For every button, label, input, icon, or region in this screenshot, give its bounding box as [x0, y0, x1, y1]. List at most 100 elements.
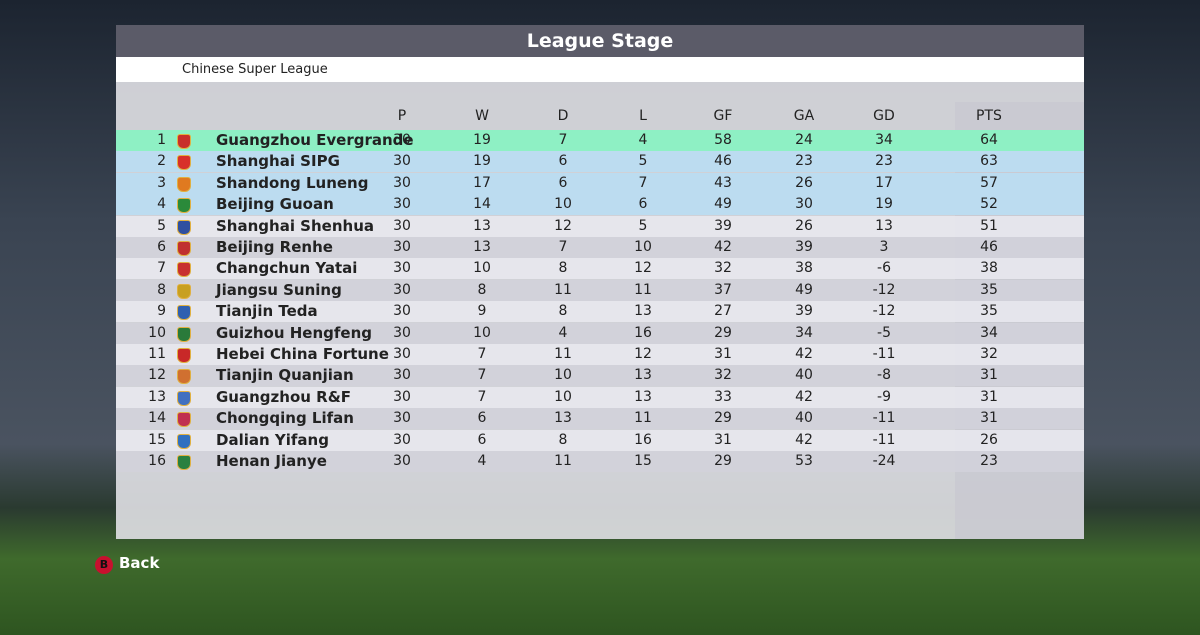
- standings-panel: League Stage Chinese Super League P W D L GF…: [116, 25, 1084, 539]
- column-header: GD: [873, 108, 895, 124]
- stat: 30: [393, 324, 411, 341]
- stat: 39: [795, 303, 813, 320]
- stat: 39: [795, 239, 813, 255]
- stat: 30: [393, 174, 411, 191]
- stat: 34: [875, 132, 893, 148]
- team-badge: [177, 305, 191, 321]
- stat: 32: [980, 346, 998, 362]
- stat: 38: [980, 260, 998, 277]
- stat: 30: [393, 239, 411, 255]
- team-name: Shanghai Shenhua: [216, 216, 374, 235]
- position: 6: [157, 239, 166, 255]
- stat: 10: [554, 196, 572, 213]
- position: 15: [148, 431, 166, 448]
- team-badge: [177, 241, 191, 256]
- stat: 30: [393, 281, 411, 298]
- stat: 42: [795, 346, 813, 362]
- stat: 27: [714, 303, 732, 320]
- stat: 7: [558, 132, 568, 148]
- team-name: Guizhou Hengfeng: [216, 323, 373, 342]
- stat: 42: [714, 239, 732, 255]
- stat: -11: [872, 431, 896, 448]
- subtitle: Chinese Super League: [182, 62, 328, 77]
- stat: 10: [554, 367, 572, 384]
- position: 8: [157, 281, 166, 298]
- team-name: Guangzhou R&F: [216, 387, 352, 406]
- team-badge: [177, 219, 191, 235]
- stat: 57: [980, 174, 998, 191]
- stat: 63: [980, 153, 998, 170]
- table-row: 10 Guizhou Hengfeng 30 10 4 16 29 34 -5 34: [116, 322, 1084, 344]
- stat: 32: [714, 260, 732, 277]
- stat: 39: [714, 217, 732, 234]
- stat: 6: [558, 153, 568, 170]
- team-badge: [177, 348, 191, 363]
- stat: 10: [554, 388, 572, 405]
- position: 7: [157, 260, 166, 277]
- button-icon: B: [95, 556, 113, 574]
- position: 11: [148, 346, 166, 362]
- stat: 19: [473, 153, 491, 170]
- stat: 23: [795, 153, 813, 170]
- team-name: Jiangsu Suning: [216, 280, 342, 299]
- team-badge: [177, 390, 191, 406]
- table-row: 12 Tianjin Quanjian 30 7 10 13 32 40 -8 31: [116, 365, 1084, 387]
- table-row: 13 Guangzhou R&F 30 7 10 13 33 42 -9 31: [116, 386, 1084, 408]
- table-row: 3 Shandong Luneng 30 17 6 7 43 26 17 57: [116, 172, 1084, 194]
- team-name: Changchun Yatai: [216, 259, 358, 278]
- subtitle-bar: Chinese Super League: [116, 57, 1084, 82]
- stat: 16: [634, 324, 652, 341]
- stat: 33: [714, 388, 732, 405]
- team-name: Tianjin Quanjian: [216, 366, 354, 385]
- column-header: D: [557, 108, 569, 124]
- stat: 10: [473, 324, 491, 341]
- stat: -11: [872, 410, 896, 427]
- team-name: Guangzhou Evergrande: [216, 131, 414, 149]
- column-header: P: [397, 108, 407, 124]
- stat: 3: [879, 239, 889, 255]
- stat: 30: [393, 453, 411, 469]
- stat: 11: [634, 410, 652, 427]
- team-name: Tianjin Teda: [216, 302, 318, 321]
- stat: 43: [714, 174, 732, 191]
- stat: 40: [795, 367, 813, 384]
- stat: -5: [877, 324, 891, 341]
- stat: 58: [714, 132, 732, 148]
- table-row: 11 Hebei China Fortune 30 7 11 12 31 42 -11 32: [116, 344, 1084, 365]
- stat: 12: [634, 346, 652, 362]
- stat: 30: [393, 346, 411, 362]
- stat: 7: [477, 346, 487, 362]
- title: League Stage: [116, 25, 1084, 57]
- position: 14: [148, 410, 166, 427]
- stat: 26: [980, 431, 998, 448]
- stat: 23: [980, 453, 998, 469]
- table-row: 14 Chongqing Lifan 30 6 13 11 29 40 -11 31: [116, 408, 1084, 430]
- stat: 19: [473, 132, 491, 148]
- stat: 29: [714, 410, 732, 427]
- stat: -11: [872, 346, 896, 362]
- team-badge: [177, 176, 191, 192]
- back-button[interactable]: B Back: [95, 554, 159, 574]
- stat: 14: [473, 196, 491, 213]
- stat: 51: [980, 217, 998, 234]
- stat: 15: [634, 453, 652, 469]
- table-row: 6 Beijing Renhe 30 13 7 10 42 39 3 46: [116, 237, 1084, 258]
- position: 1: [157, 132, 166, 148]
- stat: 4: [477, 453, 487, 469]
- stat: 6: [477, 410, 487, 427]
- column-header: GA: [793, 108, 815, 124]
- stat: 6: [558, 174, 568, 191]
- stat: -12: [872, 303, 896, 320]
- back-label: Back: [119, 554, 160, 572]
- stat: 9: [477, 303, 487, 320]
- stat: 7: [638, 174, 648, 191]
- stat: 13: [634, 388, 652, 405]
- team-badge: [177, 369, 191, 385]
- stat: 16: [634, 431, 652, 448]
- stat: 11: [634, 281, 652, 298]
- stat: 19: [875, 196, 893, 213]
- stat: 30: [393, 388, 411, 405]
- position: 3: [157, 174, 166, 191]
- table-row: 7 Changchun Yatai 30 10 8 12 32 38 -6 38: [116, 258, 1084, 280]
- stat: 8: [558, 303, 568, 320]
